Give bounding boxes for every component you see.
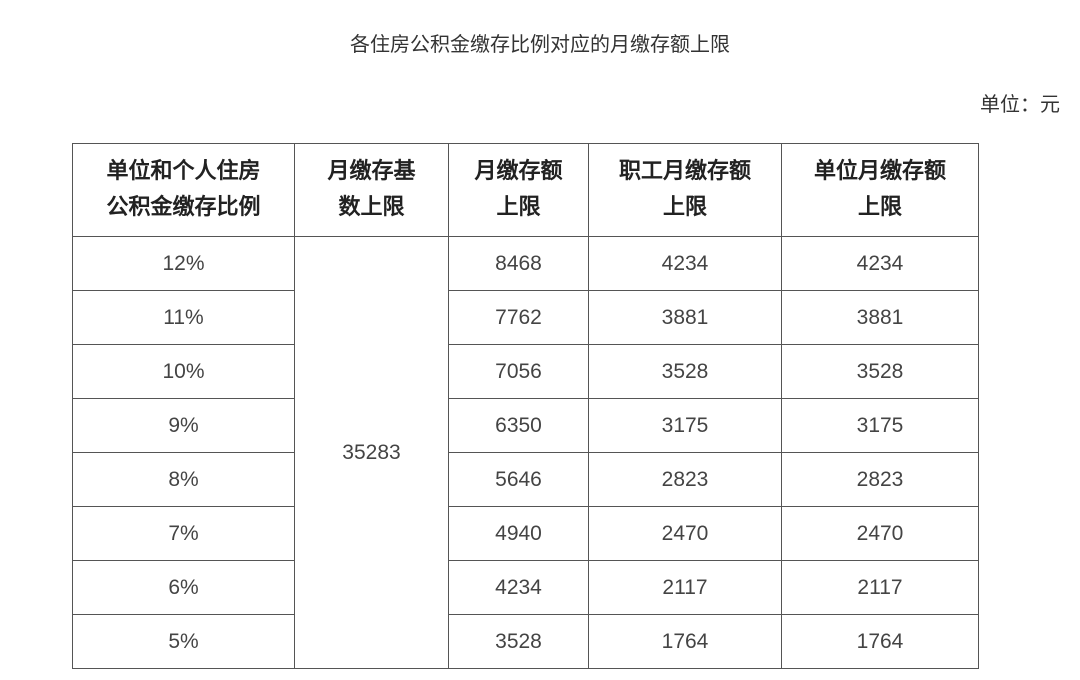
employer-limit-cell: 3881 (781, 290, 979, 345)
employee-limit-cell: 3881 (588, 290, 782, 345)
column-header: 职工月缴存额 上限 (588, 143, 782, 237)
table-row: 11% 7762 3881 3881 (72, 290, 979, 345)
ratio-cell: 11% (72, 290, 295, 345)
page-title: 各住房公积金缴存比例对应的月缴存额上限 (350, 32, 730, 56)
employee-limit-cell: 2117 (588, 560, 782, 615)
employer-limit-cell: 3528 (781, 344, 979, 399)
base-limit-cell: 35283 (294, 236, 449, 669)
employer-limit-cell: 1764 (781, 614, 979, 669)
table-row: 10% 7056 3528 3528 (72, 344, 979, 399)
ratio-cell: 12% (72, 236, 295, 291)
employee-limit-cell: 1764 (588, 614, 782, 669)
total-limit-cell: 8468 (448, 236, 589, 291)
employee-limit-cell: 2470 (588, 506, 782, 561)
total-limit-cell: 3528 (448, 614, 589, 669)
unit-label: 单位：元 (980, 92, 1060, 116)
column-header-line: 数上限 (338, 195, 405, 220)
employee-limit-cell: 3528 (588, 344, 782, 399)
employee-limit-cell: 3175 (588, 398, 782, 453)
column-header-line: 月缴存基 (327, 159, 416, 184)
column-header: 月缴存基 数上限 (294, 143, 449, 237)
column-header-line: 上限 (496, 195, 541, 220)
ratio-cell: 8% (72, 452, 295, 507)
employee-limit-cell: 4234 (588, 236, 782, 291)
employee-limit-cell: 2823 (588, 452, 782, 507)
table-row: 6% 4234 2117 2117 (72, 560, 979, 615)
ratio-cell: 7% (72, 506, 295, 561)
table-row: 12% 35283 8468 4234 4234 (72, 236, 979, 669)
employer-limit-cell: 2470 (781, 506, 979, 561)
column-header-line: 职工月缴存额 (618, 159, 751, 184)
ratio-cell: 9% (72, 398, 295, 453)
table-row: 7% 4940 2470 2470 (72, 506, 979, 561)
column-header-line: 单位月缴存额 (813, 159, 946, 184)
total-limit-cell: 4234 (448, 560, 589, 615)
total-limit-cell: 7762 (448, 290, 589, 345)
column-header-line: 上限 (662, 195, 707, 220)
column-header: 月缴存额 上限 (448, 143, 589, 237)
column-header-line: 公积金缴存比例 (106, 195, 261, 220)
employer-limit-cell: 3175 (781, 398, 979, 453)
contribution-table: 单位和个人住房 公积金缴存比例 月缴存基 数上限 月缴存额 上限 职工月缴存额 上限 单位月缴存… (72, 143, 979, 669)
total-limit-cell: 6350 (448, 398, 589, 453)
column-header-line: 上限 (857, 195, 902, 220)
employer-limit-cell: 2117 (781, 560, 979, 615)
table-header-row: 单位和个人住房 公积金缴存比例 月缴存基 数上限 月缴存额 上限 职工月缴存额 上限 单位月缴存… (72, 143, 979, 237)
table-row: 5% 3528 1764 1764 (72, 614, 979, 669)
column-header: 单位和个人住房 公积金缴存比例 (72, 143, 295, 237)
column-header-line: 月缴存额 (474, 159, 563, 184)
employer-limit-cell: 2823 (781, 452, 979, 507)
ratio-cell: 5% (72, 614, 295, 669)
total-limit-cell: 5646 (448, 452, 589, 507)
column-header-line: 单位和个人住房 (106, 159, 261, 184)
ratio-cell: 10% (72, 344, 295, 399)
total-limit-cell: 7056 (448, 344, 589, 399)
ratio-cell: 6% (72, 560, 295, 615)
employer-limit-cell: 4234 (781, 236, 979, 291)
table-row: 9% 6350 3175 3175 (72, 398, 979, 453)
table-row: 8% 5646 2823 2823 (72, 452, 979, 507)
column-header: 单位月缴存额 上限 (781, 143, 979, 237)
total-limit-cell: 4940 (448, 506, 589, 561)
